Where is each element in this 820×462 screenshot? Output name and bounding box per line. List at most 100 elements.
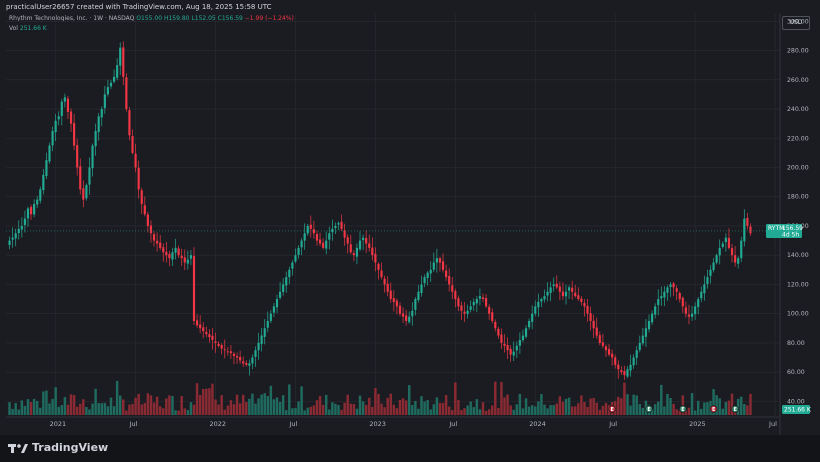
candle-body <box>432 262 435 270</box>
volume-bar <box>721 408 725 415</box>
volume-bar <box>524 398 528 415</box>
candle-body <box>675 288 678 292</box>
candle-body <box>8 240 11 245</box>
volume-bar <box>623 382 626 415</box>
volume-bar <box>432 404 436 415</box>
volume-bar <box>285 410 288 415</box>
volume-bar <box>469 401 472 415</box>
candle-body <box>260 335 263 345</box>
candle-body <box>377 263 380 270</box>
candle-body <box>521 335 525 341</box>
volume-bar <box>183 408 187 415</box>
candle-body <box>454 291 457 300</box>
candle-body <box>386 283 389 292</box>
volume-bar <box>8 402 11 415</box>
volume-bar <box>681 395 685 415</box>
candle-body <box>601 342 604 346</box>
header-attribution: practicalUser26657 created with TradingV… <box>6 3 272 11</box>
volume-bar <box>165 398 168 415</box>
volume-bar <box>441 403 445 415</box>
volume-bar <box>122 399 125 415</box>
candle-body <box>143 205 146 215</box>
volume-bar <box>324 394 328 415</box>
volume-bar <box>201 388 205 415</box>
volume-bar <box>549 405 552 415</box>
brand-logo[interactable]: TradingView <box>8 441 108 454</box>
candle-body <box>103 94 106 109</box>
candle-body <box>14 233 17 239</box>
volume-bar <box>174 410 177 415</box>
candle-body <box>491 312 494 321</box>
volume-bar <box>377 393 380 415</box>
volume-bar <box>57 406 60 415</box>
brand-name: TradingView <box>32 441 109 454</box>
volume-bar <box>245 402 248 415</box>
candle-body <box>116 65 119 78</box>
candle-body <box>220 344 223 349</box>
volume-bar <box>85 406 88 415</box>
candle-body <box>205 331 208 335</box>
volume-bar <box>703 402 706 415</box>
earnings-event-label: E <box>733 407 737 413</box>
volume-bar <box>146 393 150 415</box>
volume-bar <box>586 406 589 415</box>
volume-bar <box>580 395 583 415</box>
candle-body <box>414 299 417 310</box>
volume-bar <box>475 399 479 415</box>
volume-bar <box>740 396 743 415</box>
candle-body <box>500 334 503 343</box>
volume-bar <box>321 404 325 415</box>
candle-body <box>703 284 706 294</box>
candle-body <box>362 237 365 241</box>
candle-body <box>537 301 540 308</box>
volume-bar <box>447 406 451 415</box>
candle-body <box>687 314 691 317</box>
candle-body <box>168 253 171 259</box>
candle-body <box>239 357 242 361</box>
volume-bar <box>460 410 463 415</box>
candle-body <box>420 284 423 294</box>
candle-body <box>195 320 199 326</box>
volume-bar <box>180 396 183 415</box>
volume-bar <box>112 406 116 415</box>
volume-bar <box>288 384 291 415</box>
volume-bar <box>451 410 454 415</box>
volume-label: Vol <box>9 25 18 32</box>
candle-body <box>684 307 687 314</box>
candle-body <box>33 204 36 215</box>
volume-bar <box>629 405 632 415</box>
volume-tag-value: 251.66 K <box>784 407 812 414</box>
ohlc-open: O155.00 <box>136 15 163 22</box>
volume-bar <box>51 398 54 415</box>
volume-bar <box>487 409 491 415</box>
candle-body <box>208 334 211 338</box>
currency-button[interactable]: USD <box>782 16 810 30</box>
ohlc-change: −1.99 (−1.24%) <box>244 15 294 22</box>
candle-body <box>29 206 33 215</box>
candle-body <box>383 278 386 285</box>
volume-bar <box>577 403 580 415</box>
volume-bar <box>312 405 316 415</box>
candle-body <box>51 130 54 146</box>
volume-bar <box>454 382 457 415</box>
candle-body <box>149 225 153 234</box>
candle-body <box>629 364 632 371</box>
symbol-name[interactable]: Rhythm Technologies, Inc. · 1W · NASDAQ <box>9 15 135 22</box>
volume-bar <box>300 386 303 415</box>
candle-body <box>734 255 737 263</box>
candle-body <box>242 361 245 364</box>
volume-bar <box>552 405 555 415</box>
candle-body <box>564 291 568 297</box>
volume-bar <box>561 401 565 415</box>
candle-body <box>663 291 666 298</box>
ohlc-high: H159.80 <box>163 15 190 22</box>
candle-body <box>472 301 475 306</box>
volume-bar <box>54 387 57 415</box>
volume-bar <box>592 397 595 415</box>
earnings-event-icon <box>679 405 687 413</box>
candle-body <box>26 208 30 219</box>
candle-body <box>494 321 497 329</box>
candle-body <box>112 76 116 82</box>
volume-bar <box>500 381 503 415</box>
